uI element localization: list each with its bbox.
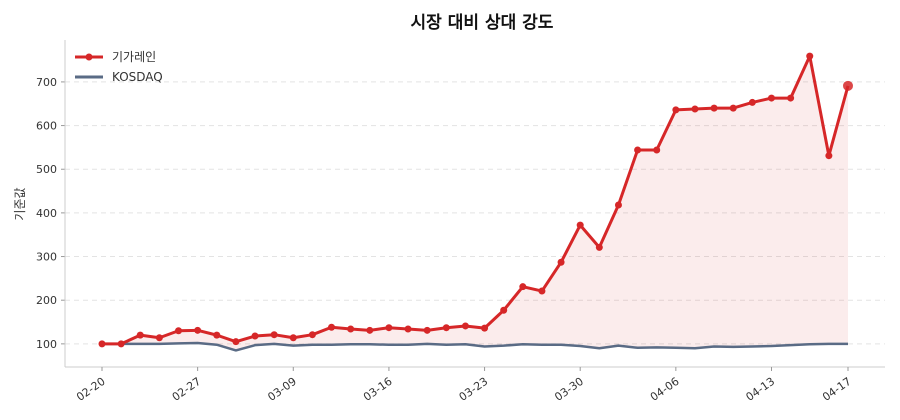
data-point [289, 334, 297, 342]
legend: 기가레인 KOSDAQ [75, 50, 163, 84]
data-point [634, 146, 642, 154]
data-point [98, 340, 106, 348]
data-point [595, 243, 603, 251]
y-tick-label: 500 [36, 163, 57, 176]
data-point [729, 104, 737, 112]
data-point [270, 331, 278, 339]
series-line-kosdaq [102, 341, 848, 352]
x-tick-label: 04-13 [744, 375, 778, 404]
series-line-stock [102, 54, 850, 346]
data-point [519, 283, 527, 291]
data-point [653, 146, 661, 154]
data-point [538, 287, 546, 295]
data-point [347, 325, 355, 333]
data-point [194, 326, 202, 334]
data-point [557, 258, 565, 266]
data-point [251, 332, 259, 340]
data-point [691, 105, 699, 113]
data-point [442, 324, 450, 332]
data-point [117, 340, 125, 348]
data-point [767, 94, 775, 102]
x-tick-label: 02-27 [170, 375, 204, 404]
y-tick-label: 300 [36, 251, 57, 264]
chart-title: 시장 대비 상대 강도 [411, 13, 554, 33]
data-point [423, 326, 431, 334]
data-point [672, 106, 680, 114]
data-point [500, 306, 508, 314]
data-point [806, 52, 814, 60]
data-point [155, 334, 163, 342]
data-point [328, 323, 336, 331]
y-tick-label: 600 [36, 120, 57, 133]
data-point [308, 331, 316, 339]
x-tick-label: 02-20 [74, 375, 108, 404]
x-tick-label: 03-23 [457, 375, 491, 404]
y-tick-label: 700 [36, 76, 57, 89]
data-point [843, 80, 853, 91]
x-tick-label: 03-16 [361, 375, 395, 404]
x-tick-label: 04-17 [820, 375, 854, 404]
data-point [404, 325, 412, 333]
data-point [748, 98, 756, 106]
data-point [232, 338, 240, 346]
data-point [481, 324, 489, 332]
data-point [614, 201, 622, 209]
data-point [461, 322, 469, 330]
data-point [787, 94, 795, 102]
y-tick-label: 100 [36, 338, 57, 351]
legend-marker-stock [85, 53, 93, 61]
outperformance-area [102, 56, 848, 351]
data-point [136, 331, 144, 339]
data-point [385, 324, 393, 332]
y-axis-label: 기준값 [13, 187, 27, 220]
data-point [175, 327, 183, 335]
y-tick-label: 200 [36, 294, 57, 307]
legend-label-stock: 기가레인 [112, 50, 156, 64]
data-point [825, 152, 833, 160]
data-point [366, 326, 374, 334]
x-tick-label: 03-30 [552, 375, 586, 404]
legend-label-kosdaq: KOSDAQ [112, 70, 163, 84]
data-point [576, 221, 584, 229]
x-tick-label: 04-06 [648, 375, 682, 404]
y-tick-label: 400 [36, 207, 57, 220]
data-point [710, 104, 718, 112]
x-tick-label: 03-09 [265, 375, 299, 404]
data-point [213, 331, 221, 339]
